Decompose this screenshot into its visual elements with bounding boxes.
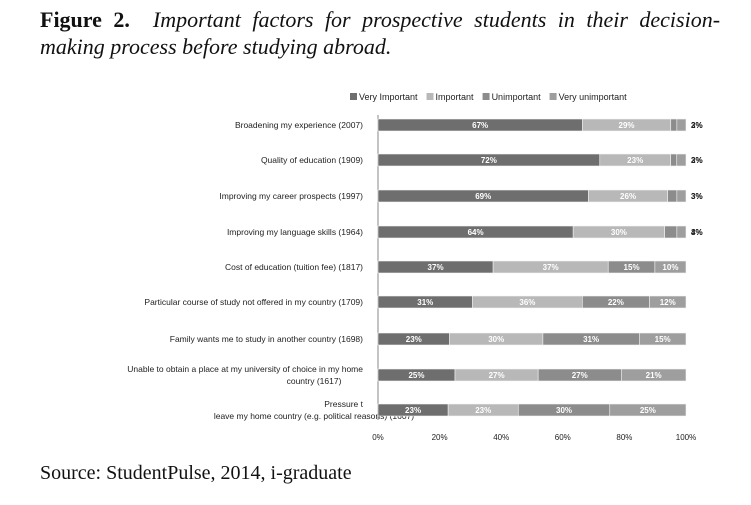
- source-note: Source: StudentPulse, 2014, i-graduate: [40, 462, 352, 484]
- x-tick-label: 40%: [493, 433, 509, 442]
- bar-segment: [676, 189, 687, 203]
- bar-segment: [670, 153, 678, 167]
- legend-swatch: [426, 93, 434, 100]
- bar-segment: [670, 118, 678, 132]
- data-label: 3%: [691, 192, 703, 201]
- data-label: 23%: [405, 406, 421, 415]
- data-label: 2%: [691, 156, 703, 165]
- data-label: 3%: [691, 192, 703, 201]
- data-label: 31%: [417, 298, 433, 307]
- data-label: 25%: [408, 371, 424, 380]
- bar-segment: [676, 225, 687, 239]
- category-label: Family wants me to study in another coun…: [170, 334, 363, 344]
- category-label: Unable to obtain a place at my universit…: [127, 364, 363, 374]
- bar-segment: [664, 225, 678, 239]
- data-label: 67%: [472, 121, 488, 130]
- data-label: 3%: [691, 121, 703, 130]
- legend-swatch: [482, 93, 490, 100]
- bar-segment: [676, 153, 687, 167]
- data-label: 23%: [475, 406, 491, 415]
- stacked-bar-chart: Very Important Important Unimportant Very u…: [127, 92, 703, 442]
- data-label: 30%: [556, 406, 572, 415]
- data-label: 12%: [660, 298, 676, 307]
- data-label: 27%: [489, 371, 505, 380]
- figure-label: Figure 2.: [40, 7, 130, 32]
- data-label: 31%: [583, 335, 599, 344]
- legend-swatch: [549, 93, 557, 100]
- data-label: 30%: [611, 228, 627, 237]
- data-label: 30%: [488, 335, 504, 344]
- category-label: Quality of education (1909): [261, 155, 363, 165]
- bar-segment: [609, 403, 687, 417]
- category-label: Improving my career prospects (1997): [219, 191, 363, 201]
- x-tick-label: 20%: [432, 433, 448, 442]
- data-label: 23%: [627, 156, 643, 165]
- data-label: 3%: [691, 156, 703, 165]
- bar-segment: [639, 332, 687, 346]
- data-label: 23%: [406, 335, 422, 344]
- bar-segment: [621, 368, 687, 382]
- category-label: Pressure t: [324, 399, 363, 409]
- category-label: Cost of education (tuition fee) (1817): [225, 262, 363, 272]
- data-label: 15%: [624, 263, 640, 272]
- legend-swatch: [350, 93, 357, 100]
- bar-segment: [676, 118, 687, 132]
- bar-segment: [649, 295, 687, 309]
- data-label: 64%: [468, 228, 484, 237]
- x-tick-label: 80%: [616, 433, 632, 442]
- data-label: 72%: [481, 156, 497, 165]
- x-tick-label: 0%: [372, 433, 384, 442]
- data-label: 15%: [655, 335, 671, 344]
- category-label: country (1617): [287, 376, 342, 386]
- bar-segment: [654, 260, 687, 274]
- data-label: 4%: [691, 228, 703, 237]
- data-label: 2%: [691, 121, 703, 130]
- data-label: 27%: [572, 371, 588, 380]
- category-label: Broadening my experience (2007): [235, 120, 363, 130]
- data-label: 3%: [691, 228, 703, 237]
- category-label: leave my home country (e.g. political re…: [214, 411, 414, 421]
- data-label: 21%: [646, 371, 662, 380]
- data-label: 37%: [428, 263, 444, 272]
- x-tick-label: 100%: [676, 433, 696, 442]
- category-label: Improving my language skills (1964): [227, 227, 363, 237]
- x-tick-label: 60%: [555, 433, 571, 442]
- figure-title: Important factors for prospective studen…: [40, 7, 721, 59]
- data-label: 10%: [662, 263, 678, 272]
- legend-label: Unimportant: [492, 92, 542, 102]
- data-label: 22%: [608, 298, 624, 307]
- category-label: Particular course of study not offered i…: [144, 297, 363, 307]
- legend-label: Very Important: [359, 92, 418, 102]
- data-label: 29%: [619, 121, 635, 130]
- data-label: 26%: [620, 192, 636, 201]
- figure-caption: Figure 2. Important factors for prospect…: [40, 6, 720, 60]
- data-label: 25%: [640, 406, 656, 415]
- data-label: 69%: [475, 192, 491, 201]
- legend-label: Important: [436, 92, 475, 102]
- bar-segment: [667, 189, 678, 203]
- data-label: 37%: [543, 263, 559, 272]
- legend-label: Very unimportant: [559, 92, 628, 102]
- data-label: 36%: [519, 298, 535, 307]
